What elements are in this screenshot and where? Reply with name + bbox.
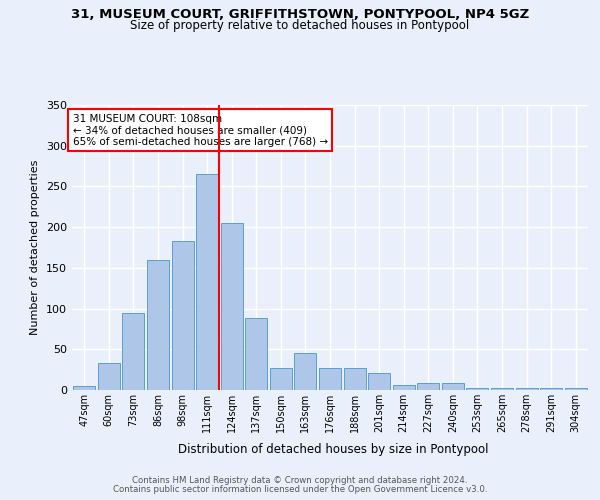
Bar (122, 312, 145, 390)
Bar (344, 368, 365, 390)
Text: Contains HM Land Registry data © Crown copyright and database right 2024.: Contains HM Land Registry data © Crown c… (132, 476, 468, 485)
Bar (295, 352, 316, 390)
Bar (466, 388, 488, 390)
Bar (417, 382, 439, 390)
Bar (319, 368, 341, 390)
Y-axis label: Number of detached properties: Number of detached properties (31, 160, 40, 335)
Bar (515, 388, 538, 390)
Bar (392, 385, 415, 390)
Bar (491, 388, 513, 390)
Bar (368, 373, 390, 390)
Bar (245, 318, 268, 390)
Bar (196, 174, 218, 390)
Text: 31 MUSEUM COURT: 108sqm
← 34% of detached houses are smaller (409)
65% of semi-d: 31 MUSEUM COURT: 108sqm ← 34% of detache… (73, 114, 328, 147)
Text: Contains public sector information licensed under the Open Government Licence v3: Contains public sector information licen… (113, 485, 487, 494)
Bar (147, 260, 169, 390)
Bar (540, 388, 562, 390)
Bar (565, 388, 587, 390)
Text: 31, MUSEUM COURT, GRIFFITHSTOWN, PONTYPOOL, NP4 5GZ: 31, MUSEUM COURT, GRIFFITHSTOWN, PONTYPO… (71, 8, 529, 20)
Text: Size of property relative to detached houses in Pontypool: Size of property relative to detached ho… (130, 18, 470, 32)
Bar (98, 363, 120, 390)
Bar (221, 223, 243, 390)
Bar (442, 382, 464, 390)
Bar (270, 368, 292, 390)
Bar (172, 241, 194, 390)
Bar (73, 386, 95, 390)
Text: Distribution of detached houses by size in Pontypool: Distribution of detached houses by size … (178, 442, 488, 456)
